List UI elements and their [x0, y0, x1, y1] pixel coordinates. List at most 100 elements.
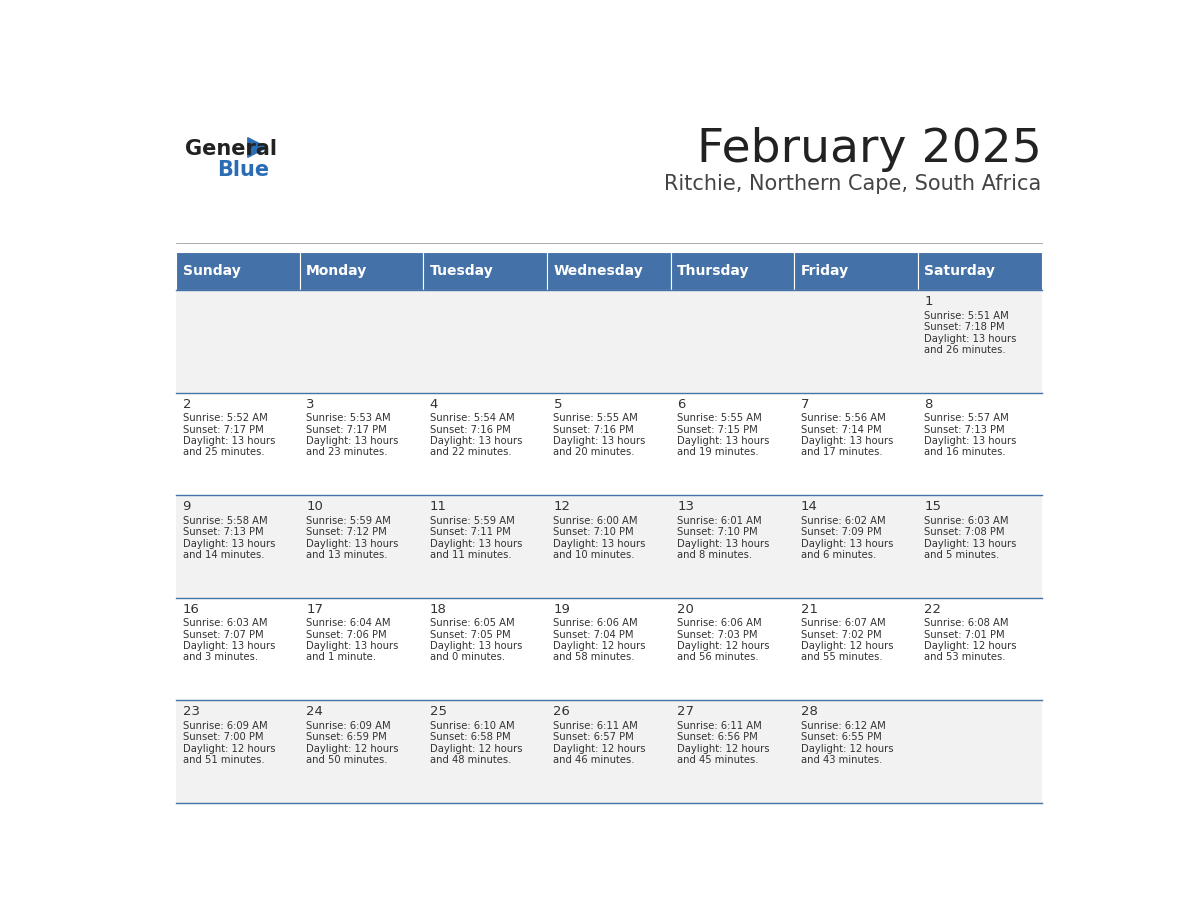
Text: Sunset: 7:10 PM: Sunset: 7:10 PM [677, 527, 758, 537]
Bar [546, 496, 671, 598]
Bar [176, 598, 299, 700]
Text: Sunrise: 5:55 AM: Sunrise: 5:55 AM [677, 413, 762, 423]
Text: Daylight: 12 hours: Daylight: 12 hours [677, 744, 770, 754]
Text: 6: 6 [677, 397, 685, 411]
Bar [546, 252, 671, 290]
Text: and 10 minutes.: and 10 minutes. [554, 550, 634, 560]
Text: Daylight: 13 hours: Daylight: 13 hours [183, 641, 274, 651]
Bar [918, 393, 1042, 496]
Text: Sunrise: 6:06 AM: Sunrise: 6:06 AM [554, 619, 638, 629]
Text: Sunset: 7:01 PM: Sunset: 7:01 PM [924, 630, 1005, 640]
Text: Daylight: 12 hours: Daylight: 12 hours [554, 744, 646, 754]
Text: and 8 minutes.: and 8 minutes. [677, 550, 752, 560]
Text: Sunrise: 6:08 AM: Sunrise: 6:08 AM [924, 619, 1009, 629]
Text: Daylight: 13 hours: Daylight: 13 hours [430, 436, 523, 446]
Bar [918, 598, 1042, 700]
Text: 28: 28 [801, 705, 817, 719]
Bar [299, 252, 423, 290]
Text: 20: 20 [677, 603, 694, 616]
Text: 14: 14 [801, 500, 817, 513]
Text: Daylight: 13 hours: Daylight: 13 hours [801, 436, 893, 446]
Text: and 13 minutes.: and 13 minutes. [307, 550, 387, 560]
Text: 13: 13 [677, 500, 694, 513]
Text: 21: 21 [801, 603, 817, 616]
Text: and 55 minutes.: and 55 minutes. [801, 653, 883, 662]
Bar [671, 252, 795, 290]
Text: Sunrise: 6:10 AM: Sunrise: 6:10 AM [430, 721, 514, 731]
Text: Daylight: 13 hours: Daylight: 13 hours [307, 436, 399, 446]
Text: and 43 minutes.: and 43 minutes. [801, 755, 883, 765]
Bar [795, 290, 918, 393]
Text: 3: 3 [307, 397, 315, 411]
Text: Sunrise: 6:01 AM: Sunrise: 6:01 AM [677, 516, 762, 526]
Bar [423, 252, 546, 290]
Text: 4: 4 [430, 397, 438, 411]
Text: Daylight: 12 hours: Daylight: 12 hours [801, 641, 893, 651]
Bar [795, 496, 918, 598]
Text: and 58 minutes.: and 58 minutes. [554, 653, 634, 662]
Text: Daylight: 13 hours: Daylight: 13 hours [554, 539, 646, 549]
Text: Sunset: 7:14 PM: Sunset: 7:14 PM [801, 425, 881, 435]
Text: Sunrise: 5:52 AM: Sunrise: 5:52 AM [183, 413, 267, 423]
Text: Sunrise: 6:03 AM: Sunrise: 6:03 AM [924, 516, 1009, 526]
Text: Sunrise: 6:12 AM: Sunrise: 6:12 AM [801, 721, 885, 731]
Text: Daylight: 13 hours: Daylight: 13 hours [677, 436, 770, 446]
Text: Daylight: 13 hours: Daylight: 13 hours [554, 436, 646, 446]
Text: and 20 minutes.: and 20 minutes. [554, 447, 634, 457]
Bar [423, 393, 546, 496]
Text: and 48 minutes.: and 48 minutes. [430, 755, 511, 765]
Text: 27: 27 [677, 705, 694, 719]
Text: and 53 minutes.: and 53 minutes. [924, 653, 1006, 662]
Bar [423, 598, 546, 700]
Bar [176, 393, 299, 496]
Text: Sunset: 7:02 PM: Sunset: 7:02 PM [801, 630, 881, 640]
Text: Sunrise: 5:54 AM: Sunrise: 5:54 AM [430, 413, 514, 423]
Bar [671, 700, 795, 803]
Text: Sunrise: 6:11 AM: Sunrise: 6:11 AM [554, 721, 638, 731]
Bar [299, 598, 423, 700]
Text: 22: 22 [924, 603, 941, 616]
Bar [918, 496, 1042, 598]
Text: and 19 minutes.: and 19 minutes. [677, 447, 759, 457]
Bar [176, 496, 299, 598]
Text: 1: 1 [924, 296, 933, 308]
Bar [671, 290, 795, 393]
Text: Wednesday: Wednesday [554, 264, 643, 278]
Bar [795, 598, 918, 700]
Bar [671, 393, 795, 496]
Text: Daylight: 13 hours: Daylight: 13 hours [307, 641, 399, 651]
Text: Sunset: 6:56 PM: Sunset: 6:56 PM [677, 733, 758, 742]
Text: Daylight: 13 hours: Daylight: 13 hours [183, 539, 274, 549]
Text: Monday: Monday [307, 264, 367, 278]
Text: and 46 minutes.: and 46 minutes. [554, 755, 634, 765]
Text: and 11 minutes.: and 11 minutes. [430, 550, 512, 560]
Text: 16: 16 [183, 603, 200, 616]
Text: Sunset: 7:17 PM: Sunset: 7:17 PM [183, 425, 264, 435]
Text: Daylight: 13 hours: Daylight: 13 hours [677, 539, 770, 549]
Text: 15: 15 [924, 500, 941, 513]
Text: Daylight: 13 hours: Daylight: 13 hours [307, 539, 399, 549]
Text: Daylight: 12 hours: Daylight: 12 hours [307, 744, 399, 754]
Text: Daylight: 13 hours: Daylight: 13 hours [430, 539, 523, 549]
Text: and 26 minutes.: and 26 minutes. [924, 345, 1006, 355]
Text: Daylight: 13 hours: Daylight: 13 hours [924, 333, 1017, 343]
Text: 23: 23 [183, 705, 200, 719]
Text: Saturday: Saturday [924, 264, 996, 278]
Text: and 23 minutes.: and 23 minutes. [307, 447, 387, 457]
Text: Sunset: 7:13 PM: Sunset: 7:13 PM [183, 527, 264, 537]
Text: Sunset: 7:17 PM: Sunset: 7:17 PM [307, 425, 387, 435]
Text: Sunrise: 6:04 AM: Sunrise: 6:04 AM [307, 619, 391, 629]
Text: and 50 minutes.: and 50 minutes. [307, 755, 387, 765]
Text: 19: 19 [554, 603, 570, 616]
Text: and 25 minutes.: and 25 minutes. [183, 447, 264, 457]
Bar [299, 290, 423, 393]
Text: Sunset: 7:07 PM: Sunset: 7:07 PM [183, 630, 264, 640]
Text: Sunrise: 6:09 AM: Sunrise: 6:09 AM [307, 721, 391, 731]
Text: Daylight: 12 hours: Daylight: 12 hours [801, 744, 893, 754]
Text: 10: 10 [307, 500, 323, 513]
Bar [918, 290, 1042, 393]
Bar [423, 700, 546, 803]
Text: Sunset: 6:57 PM: Sunset: 6:57 PM [554, 733, 634, 742]
Text: Daylight: 12 hours: Daylight: 12 hours [554, 641, 646, 651]
Text: Sunrise: 5:59 AM: Sunrise: 5:59 AM [430, 516, 514, 526]
